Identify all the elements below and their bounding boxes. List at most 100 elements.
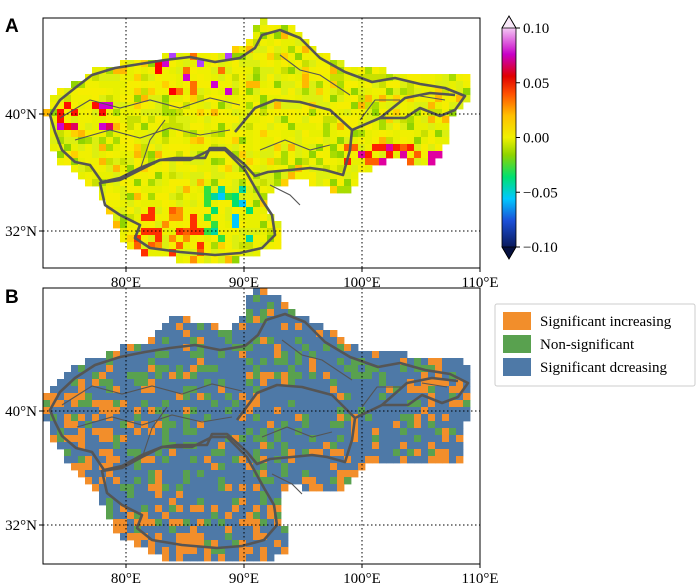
grid-cell — [253, 288, 261, 296]
grid-cell — [141, 414, 149, 422]
grid-cell — [428, 428, 436, 436]
grid-cell — [176, 186, 184, 194]
grid-cell — [225, 358, 233, 366]
grid-cell — [365, 449, 373, 457]
grid-cell — [176, 519, 184, 527]
grid-cell — [302, 95, 310, 103]
grid-cell — [463, 414, 471, 422]
grid-cell — [120, 379, 128, 387]
grid-cell — [414, 414, 422, 422]
grid-cell — [127, 414, 135, 422]
grid-cell — [386, 435, 394, 443]
grid-cell — [407, 88, 415, 96]
grid-cell — [141, 172, 149, 180]
grid-cell — [134, 74, 142, 82]
grid-cell — [148, 186, 156, 194]
grid-cell — [190, 158, 198, 166]
grid-cell — [92, 463, 100, 471]
grid-cell — [197, 386, 205, 394]
grid-cell — [316, 484, 324, 492]
grid-cell — [134, 372, 142, 380]
grid-cell — [246, 39, 254, 47]
grid-cell — [78, 463, 86, 471]
grid-cell — [127, 242, 135, 250]
grid-cell — [190, 228, 198, 236]
grid-cell — [232, 221, 240, 229]
grid-cell — [197, 88, 205, 96]
grid-cell — [337, 470, 345, 478]
grid-cell — [253, 442, 261, 450]
grid-cell — [372, 379, 380, 387]
grid-cell — [386, 151, 394, 159]
grid-cell — [71, 109, 79, 117]
grid-cell — [148, 102, 156, 110]
grid-cell — [162, 81, 170, 89]
grid-cell — [358, 116, 366, 124]
grid-cell — [330, 116, 338, 124]
grid-cell — [295, 379, 303, 387]
grid-cell — [260, 60, 268, 68]
grid-cell — [351, 81, 359, 89]
grid-cell — [92, 67, 100, 75]
grid-cell — [302, 316, 310, 324]
legend-box — [494, 303, 696, 387]
grid-cell — [120, 519, 128, 527]
grid-cell — [400, 116, 408, 124]
grid-cell — [274, 144, 282, 152]
grid-cell — [176, 330, 184, 338]
grid-cell — [323, 414, 331, 422]
colorbar-tick-label: −0.10 — [523, 240, 558, 256]
grid-cell — [85, 393, 93, 401]
grid-cell — [211, 554, 219, 562]
grid-cell — [127, 519, 135, 527]
grid-cell — [351, 379, 359, 387]
grid-cell — [414, 109, 422, 117]
grid-cell — [78, 172, 86, 180]
grid-cell — [456, 442, 464, 450]
grid-cell — [267, 102, 275, 110]
grid-cell — [260, 123, 268, 131]
grid-cell — [225, 547, 233, 555]
grid-cell — [295, 344, 303, 352]
grid-cell — [225, 172, 233, 180]
grid-cell — [113, 484, 121, 492]
grid-cell — [323, 95, 331, 103]
grid-cell — [232, 547, 240, 555]
grid-cell — [260, 554, 268, 562]
grid-cell — [183, 547, 191, 555]
grid-cell — [197, 463, 205, 471]
grid-cell — [456, 400, 464, 408]
grid-cell — [141, 200, 149, 208]
grid-cell — [169, 449, 177, 457]
grid-cell — [393, 95, 401, 103]
grid-cell — [134, 407, 142, 415]
grid-cell — [260, 337, 268, 345]
grid-cell — [141, 372, 149, 380]
grid-cell — [190, 407, 198, 415]
grid-cell — [183, 221, 191, 229]
grid-cell — [78, 372, 86, 380]
grid-cell — [302, 421, 310, 429]
grid-cell — [92, 386, 100, 394]
grid-cell — [204, 67, 212, 75]
grid-cell — [232, 53, 240, 61]
grid-cell — [85, 151, 93, 159]
grid-cell — [162, 151, 170, 159]
grid-cell — [127, 463, 135, 471]
grid-cell — [211, 393, 219, 401]
grid-cell — [239, 316, 247, 324]
grid-cell — [169, 242, 177, 250]
grid-cell — [288, 109, 296, 117]
grid-cell — [309, 477, 317, 485]
grid-cell — [85, 379, 93, 387]
grid-cell — [218, 463, 226, 471]
grid-cell — [155, 172, 163, 180]
grid-cell — [246, 200, 254, 208]
grid-cell — [316, 400, 324, 408]
grid-cell — [120, 484, 128, 492]
grid-cell — [183, 456, 191, 464]
grid-cell — [246, 242, 254, 250]
grid-cell — [393, 442, 401, 450]
grid-cell — [302, 372, 310, 380]
grid-cell — [211, 547, 219, 555]
